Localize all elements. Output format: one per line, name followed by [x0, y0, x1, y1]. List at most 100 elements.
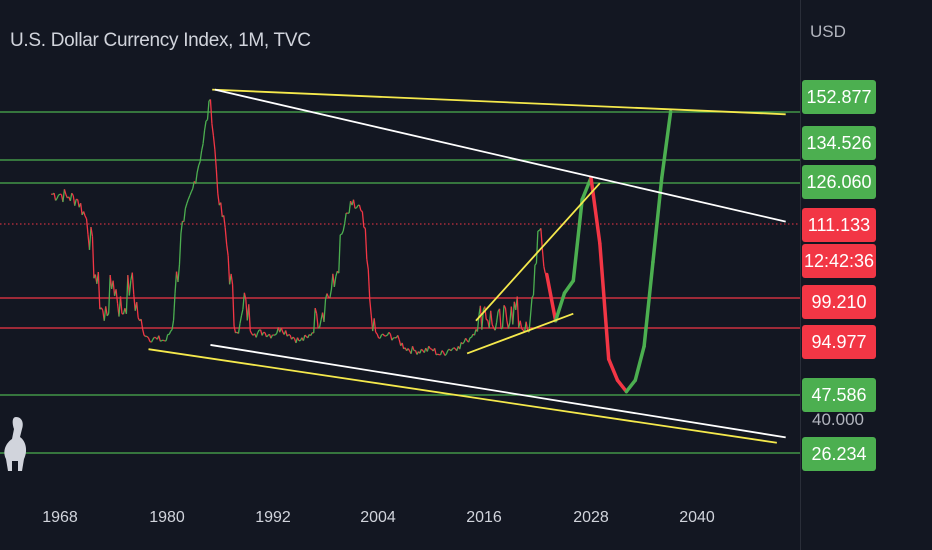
price-segment: [242, 292, 246, 310]
price-label-134-526: 134.526: [802, 126, 876, 160]
price-segment: [317, 326, 320, 329]
price-segment: [248, 304, 251, 331]
trendline-white-1: [214, 88, 786, 223]
price-segment: [314, 307, 318, 314]
price-segment: [529, 297, 533, 316]
price-segment: [397, 335, 400, 341]
price-segment: [196, 165, 200, 173]
price-segment: [363, 226, 366, 229]
price-segment: [361, 211, 365, 228]
price-segment: [90, 226, 94, 237]
price-segment: [465, 337, 468, 342]
price-segment: [56, 194, 60, 199]
chart-plot-area[interactable]: [0, 0, 800, 550]
price-segment: [373, 318, 377, 333]
price-segment: [109, 274, 113, 289]
price-segment: [348, 201, 352, 214]
price-segment: [491, 324, 495, 329]
price-segment: [507, 322, 511, 329]
price-segment: [186, 198, 189, 204]
price-segment: [160, 339, 163, 342]
projection-segment: [553, 291, 567, 323]
price-segment: [237, 323, 241, 334]
price-segment: [203, 120, 207, 131]
projection-segment: [615, 378, 629, 394]
chart-title: U.S. Dollar Currency Index, 1M, TVC: [10, 30, 311, 51]
price-segment: [389, 333, 393, 341]
price-segment: [119, 296, 123, 314]
price-segment: [202, 130, 206, 144]
price-segment: [445, 350, 449, 355]
price-axis[interactable]: [800, 0, 932, 550]
price-segment: [165, 334, 169, 341]
price-label-47-586: 47.586: [802, 378, 876, 412]
price-segment: [534, 262, 537, 266]
price-segment: [444, 353, 447, 356]
price-segment: [184, 203, 188, 209]
projection-segment: [589, 175, 602, 246]
price-segment: [453, 347, 456, 350]
price-segment: [190, 188, 194, 193]
price-segment: [63, 189, 67, 195]
price-axis-tick: 40.000: [812, 410, 864, 429]
price-segment: [344, 212, 347, 224]
price-segment: [100, 307, 104, 311]
price-segment: [379, 334, 383, 339]
price-segment: [77, 199, 80, 208]
price-segment: [112, 280, 116, 296]
price-segment: [304, 334, 307, 337]
price-segment: [498, 308, 502, 330]
price-segment: [342, 223, 346, 232]
currency-label: USD: [810, 22, 846, 41]
price-segment: [501, 305, 505, 328]
price-segment: [543, 266, 546, 274]
price-segment: [429, 347, 432, 350]
price-segment: [316, 313, 319, 329]
price-segment: [525, 321, 529, 331]
price-segment: [264, 332, 268, 338]
price-segment: [149, 340, 152, 343]
x-tick-2028: 2028: [573, 509, 609, 526]
price-segment: [296, 337, 300, 341]
price-segment: [382, 333, 386, 337]
price-segment: [338, 234, 341, 274]
price-segment: [441, 350, 445, 353]
price-segment: [313, 308, 316, 334]
price-segment: [58, 193, 61, 196]
price-segment: [88, 227, 92, 250]
price-segment: [285, 330, 288, 337]
price-segment: [231, 284, 235, 327]
price-segment: [255, 332, 259, 338]
price-segment: [420, 348, 424, 352]
price-segment: [80, 203, 83, 215]
price-segment: [323, 299, 327, 322]
price-segment: [484, 306, 487, 320]
price-segment: [535, 231, 539, 264]
price-segment: [211, 123, 215, 136]
tradingview-logo-icon[interactable]: [0, 415, 30, 485]
price-segment: [531, 294, 535, 299]
price-segment: [187, 195, 191, 200]
projection-segment: [660, 109, 673, 180]
price-segment: [263, 331, 266, 334]
price-segment: [504, 307, 508, 322]
price-segment: [178, 233, 182, 265]
price-segment: [521, 328, 524, 331]
trendline-yellow-5: [466, 312, 574, 355]
price-segment: [125, 275, 129, 314]
price-segment: [266, 335, 269, 338]
price-segment: [205, 119, 208, 122]
price-segment: [310, 332, 313, 336]
price-segment: [220, 202, 223, 217]
price-segment: [105, 306, 108, 316]
price-segment: [261, 331, 265, 336]
price-segment: [490, 310, 493, 325]
price-segment: [198, 161, 201, 166]
price-segment: [451, 347, 455, 350]
price-segment: [233, 325, 237, 334]
price-label-94-977: 94.977: [802, 325, 876, 359]
price-segment: [381, 333, 384, 336]
price-segment: [537, 229, 540, 232]
price-segment: [367, 269, 371, 300]
price-segment: [352, 199, 356, 209]
